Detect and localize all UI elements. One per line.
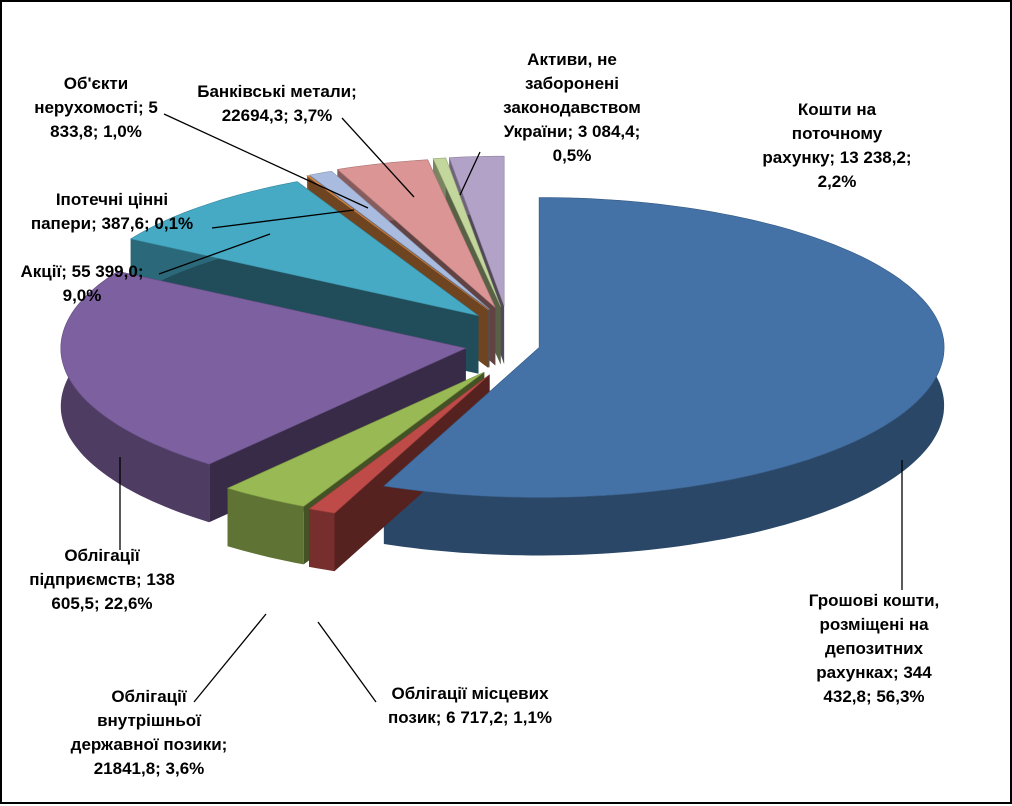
slice-об-єкти-нерухомості xyxy=(308,170,490,310)
leader-line xyxy=(317,621,377,703)
data-label-line: внутрішньої xyxy=(97,711,201,730)
slice-облігації-підприємств xyxy=(60,270,467,465)
slice-кошти-на-поточному-рахунку xyxy=(448,155,505,307)
leader-line xyxy=(341,117,415,198)
data-label-line: Об'єкти xyxy=(63,74,129,93)
slice-wall xyxy=(309,374,490,567)
slice-іпотечні-цінні-папери xyxy=(306,175,489,311)
data-label-line: України; 3 084,4; xyxy=(503,122,641,141)
slice-грошові-кошти-розміщені-на-депозитних-рахунках xyxy=(383,197,945,498)
data-label-line: Грошові кошти, xyxy=(808,591,940,610)
data-label-line: позик; 6 717,2; 1,1% xyxy=(387,708,553,727)
data-label-line: папери; 387,6; 0,1% xyxy=(30,214,194,233)
data-label-line: Іпотечні цінні xyxy=(55,190,169,209)
leader-line xyxy=(158,233,271,275)
data-label-line: розміщені на xyxy=(819,615,929,634)
data-label-shares: Акції; 55 399,0; 9,0% xyxy=(2,260,162,308)
slice-облігації-внутрішньої-державної-позики xyxy=(226,371,485,507)
slice-активи-не-заборонені-законодавством-україни xyxy=(432,157,501,307)
data-label-line: 9,0% xyxy=(62,286,102,305)
slice-outer-wall xyxy=(309,508,335,572)
data-label-line: 22694,3; 3,7% xyxy=(221,106,333,125)
data-label-current-account: Кошти на поточному рахунку; 13 238,2; 2,2% xyxy=(752,98,922,194)
data-label-line: 2,2% xyxy=(817,172,857,191)
leader-line xyxy=(211,209,355,229)
data-label-line: заборонені xyxy=(524,74,620,93)
data-label-line: нерухомості; 5 xyxy=(34,98,158,117)
slice-облігації-місцевих-позик xyxy=(308,374,490,514)
data-label-line: 21841,8; 3,6% xyxy=(93,759,205,778)
data-label-line: державної позики; xyxy=(70,735,228,754)
data-label-line: підприємств; 138 xyxy=(29,570,175,589)
data-label-line: 0,5% xyxy=(552,146,592,165)
data-label-line: Облігації xyxy=(111,687,187,706)
data-label-line: Кошти на xyxy=(797,100,877,119)
data-label-municipal-bonds: Облігації місцевих позик; 6 717,2; 1,1% xyxy=(370,682,570,730)
slice-акції xyxy=(129,181,479,317)
data-label-line: Активи, не xyxy=(527,50,617,69)
data-label-bank-metals: Банківські метали; 22694,3; 3,7% xyxy=(182,80,372,128)
slice-outer-wall xyxy=(227,488,304,565)
data-label-line: Акції; 55 399,0; xyxy=(20,262,144,281)
data-label-line: Банківські метали; xyxy=(197,82,357,101)
data-label-line: депозитних xyxy=(824,639,924,658)
data-label-line: 833,8; 1,0% xyxy=(50,122,142,141)
data-label-line: рахунку; 13 238,2; xyxy=(762,148,912,167)
data-label-real-estate: Об'єкти нерухомості; 5 833,8; 1,0% xyxy=(8,72,184,144)
data-label-government-bonds: Облігації внутрішньої державної позики; 218… xyxy=(54,685,244,781)
data-label-mortgage-securities: Іпотечні цінні папери; 387,6; 0,1% xyxy=(2,188,222,236)
data-label-line: Облігації xyxy=(64,546,140,565)
data-label-other-assets: Активи, не заборонені законодавством Україн… xyxy=(482,48,662,168)
slice-tops xyxy=(60,155,945,514)
leader-line xyxy=(459,151,481,196)
data-label-deposits: Грошові кошти, розміщені на депозитних раху… xyxy=(789,589,959,709)
slice-банківські-метали xyxy=(336,159,496,308)
data-label-line: рахунках; 344 xyxy=(816,663,932,682)
data-label-line: законодавством xyxy=(503,98,641,117)
leader-line xyxy=(163,113,369,209)
data-label-line: 432,8; 56,3% xyxy=(823,687,925,706)
leader-lines xyxy=(119,113,903,703)
data-label-line: поточному xyxy=(791,124,883,143)
leader-line xyxy=(193,613,267,703)
data-label-line: 605,5; 22,6% xyxy=(51,594,153,613)
data-label-corporate-bonds: Облігації підприємств; 138 605,5; 22,6% xyxy=(12,544,192,616)
data-label-line: Облігації місцевих xyxy=(391,684,549,703)
